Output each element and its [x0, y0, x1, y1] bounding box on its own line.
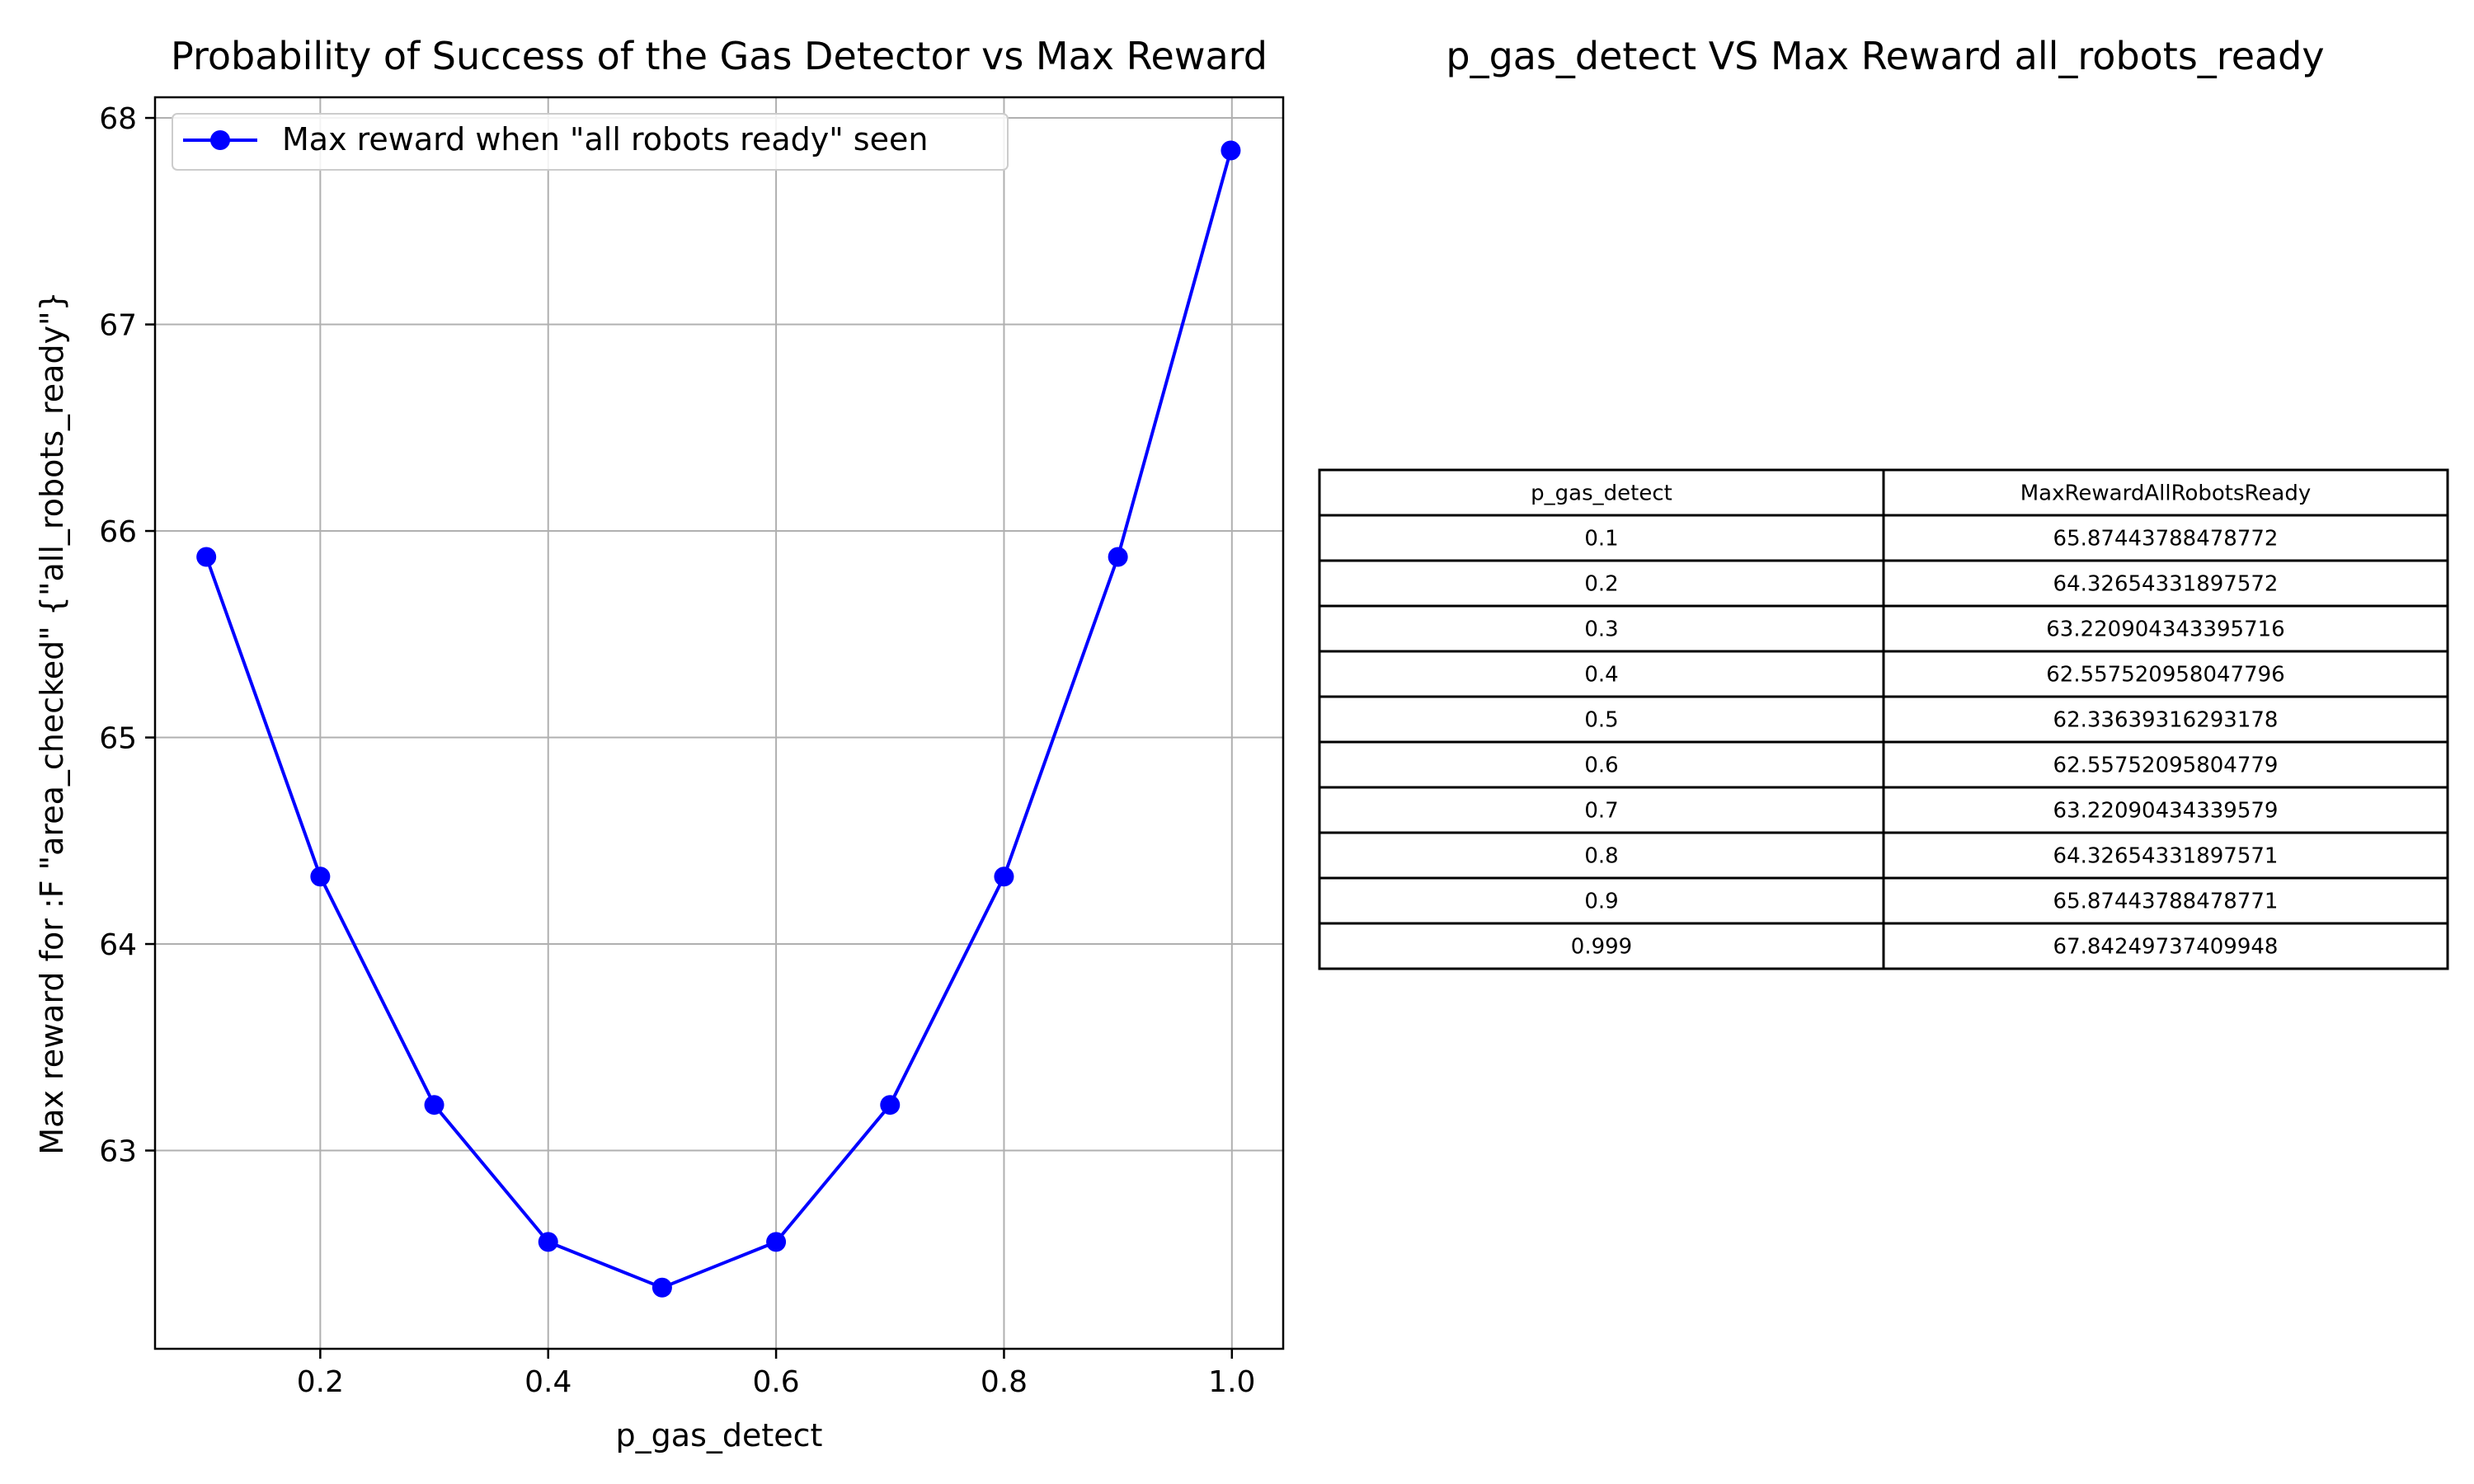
legend-label: Max reward when "all robots ready" seen [282, 121, 928, 157]
table-cell [1882, 650, 2449, 698]
table-cell-value: 0.5 [1584, 708, 1618, 733]
table-cell-value: 67.84249737409948 [2053, 935, 2279, 960]
table-cell-value: 0.9 [1584, 890, 1618, 914]
data-point [196, 547, 217, 567]
x-tick-label: 0.6 [752, 1365, 799, 1399]
table-cell-value: 0.4 [1584, 663, 1618, 688]
table-cell [1882, 786, 2449, 834]
y-tick-label: 65 [99, 722, 137, 756]
y-tick-label: 68 [99, 102, 137, 136]
data-point [424, 1095, 444, 1115]
chart-title: Probability of Success of the Gas Detect… [171, 34, 1268, 78]
table-cell-value: 0.1 [1584, 527, 1618, 552]
table-cell [1882, 604, 2449, 653]
table-cell [1882, 831, 2449, 880]
series-line [205, 149, 1233, 1289]
legend: Max reward when "all robots ready" seen [172, 113, 1009, 171]
table-cell-value: 0.8 [1584, 844, 1618, 869]
table-cell-value: 62.55752095804779 [2053, 754, 2279, 778]
table-cell-value: 0.999 [1571, 935, 1632, 960]
table-cell-value: 65.87443788478771 [2053, 890, 2279, 914]
table-cell-value: 0.2 [1584, 572, 1618, 597]
table-header-label: p_gas_detect [1531, 481, 1672, 506]
data-point [651, 1277, 672, 1298]
series-marker-layer [196, 140, 1241, 1298]
table-cell-value: 62.33639316293178 [2053, 708, 2279, 733]
table-cell-value: 0.6 [1584, 754, 1618, 778]
plot-frame [153, 96, 1285, 1350]
data-point [1108, 547, 1128, 567]
table-cell [1882, 740, 2449, 789]
table-cell [1318, 922, 1885, 970]
table-cell-value: 65.87443788478772 [2053, 527, 2279, 552]
table-cell [1882, 922, 2449, 970]
table-cell-value: 64.32654331897572 [2053, 572, 2279, 597]
axis-tick-layer: 0.2 0.4 0.6 0.8 1.0 63 64 65 66 67 68 [99, 102, 1255, 1399]
data-table: p_gas_detect MaxRewardAllRobotsReady 0.1 65… [1318, 468, 2449, 970]
table-cell-value: 63.22090434339579 [2053, 799, 2279, 824]
y-tick-label: 67 [99, 309, 137, 343]
data-point [310, 866, 331, 887]
series-line-layer [205, 149, 1233, 1289]
table-cell-value: 0.7 [1584, 799, 1618, 824]
table-cell [1882, 514, 2449, 562]
x-tick-label: 0.8 [981, 1365, 1028, 1399]
table-cell-value: 0.3 [1584, 618, 1618, 642]
data-point [538, 1232, 558, 1252]
y-tick-label: 63 [99, 1135, 137, 1169]
line-chart-panel: Probability of Success of the Gas Detect… [34, 34, 1285, 1453]
x-tick-label: 1.0 [1208, 1365, 1255, 1399]
table-cell [1318, 695, 1885, 744]
table-cell [1882, 695, 2449, 744]
y-axis-label: Max reward for :F "area_checked" {"all_r… [34, 291, 70, 1154]
table-cell [1318, 740, 1885, 789]
legend-marker-swatch [210, 130, 230, 150]
legend-box [172, 113, 1009, 171]
table-cell-value: 64.32654331897571 [2053, 844, 2279, 869]
y-tick-label: 64 [99, 928, 137, 962]
grid-layer [155, 97, 1283, 1349]
data-point [880, 1095, 901, 1115]
data-table-panel: p_gas_detect VS Max Reward all_robots_re… [1318, 34, 2449, 970]
table-cell-value: 63.220904343395716 [2046, 618, 2284, 642]
table-cell [1882, 876, 2449, 925]
x-tick-label: 0.2 [297, 1365, 344, 1399]
data-point [994, 866, 1014, 887]
data-point [766, 1232, 787, 1252]
x-tick-label: 0.4 [524, 1365, 571, 1399]
table-header-cell [1882, 468, 2449, 517]
table-cell [1318, 831, 1885, 880]
table-cell [1882, 559, 2449, 608]
table-title: p_gas_detect VS Max Reward all_robots_re… [1446, 34, 2324, 78]
table-cell [1318, 786, 1885, 834]
table-cell-value: 62.557520958047796 [2046, 663, 2284, 688]
x-axis-label: p_gas_detect [616, 1417, 823, 1453]
data-point [1221, 140, 1241, 161]
y-tick-label: 66 [99, 515, 137, 549]
table-header-label: MaxRewardAllRobotsReady [2020, 481, 2312, 506]
